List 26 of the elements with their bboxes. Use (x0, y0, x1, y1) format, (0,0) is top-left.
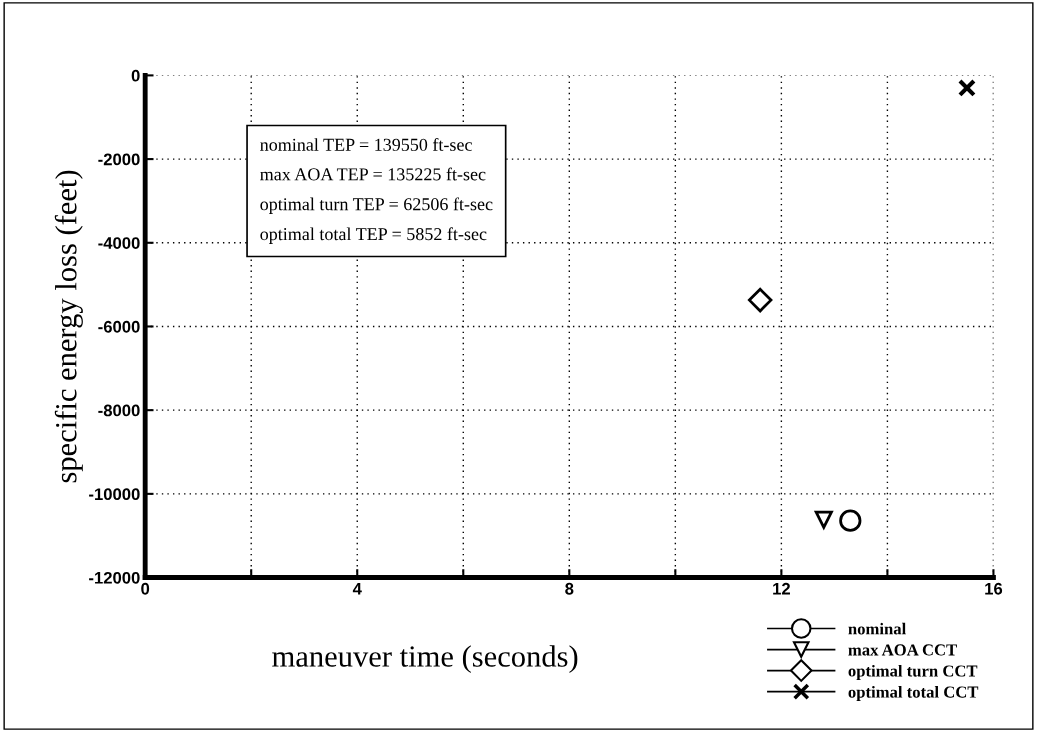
point (839, 509, 862, 532)
annotation: nominal TEP = 139550 ft-sec (260, 137, 472, 151)
y-tick-label: -4000 (98, 237, 140, 249)
y-tick-label: -6000 (98, 320, 140, 333)
y-tick-label: -2000 (98, 153, 140, 166)
legend-label: max AOA CCT (848, 644, 957, 656)
annotation: max AOA TEP = 135225 ft-sec (260, 167, 486, 181)
x-tick-label: 4 (352, 583, 362, 595)
legend-label: nominal (848, 622, 906, 635)
y-axis-title: specific energy loss (feet) (54, 170, 83, 483)
annotation: optimal total TEP = 5852 ft-sec (260, 227, 487, 244)
annotation: optimal turn TEP = 62506 ft-sec (260, 197, 493, 214)
x-axis-title: maneuver time (seconds) (272, 645, 578, 674)
point (814, 510, 833, 529)
x-tick-label: 16 (985, 582, 1003, 595)
x-tick-label: 8 (565, 582, 574, 595)
point (747, 287, 773, 313)
legend-label: optimal total CCT (848, 685, 979, 702)
y-tick-label: -10000 (89, 488, 140, 501)
point (957, 78, 976, 97)
x-tick-label: 12 (773, 582, 790, 595)
legend-label: optimal turn CCT (848, 664, 978, 680)
y-tick-label: -12000 (89, 571, 140, 584)
x-tick-label: 0 (141, 582, 150, 595)
y-tick-label: 0 (131, 69, 140, 82)
y-tick-label: -8000 (98, 404, 140, 417)
